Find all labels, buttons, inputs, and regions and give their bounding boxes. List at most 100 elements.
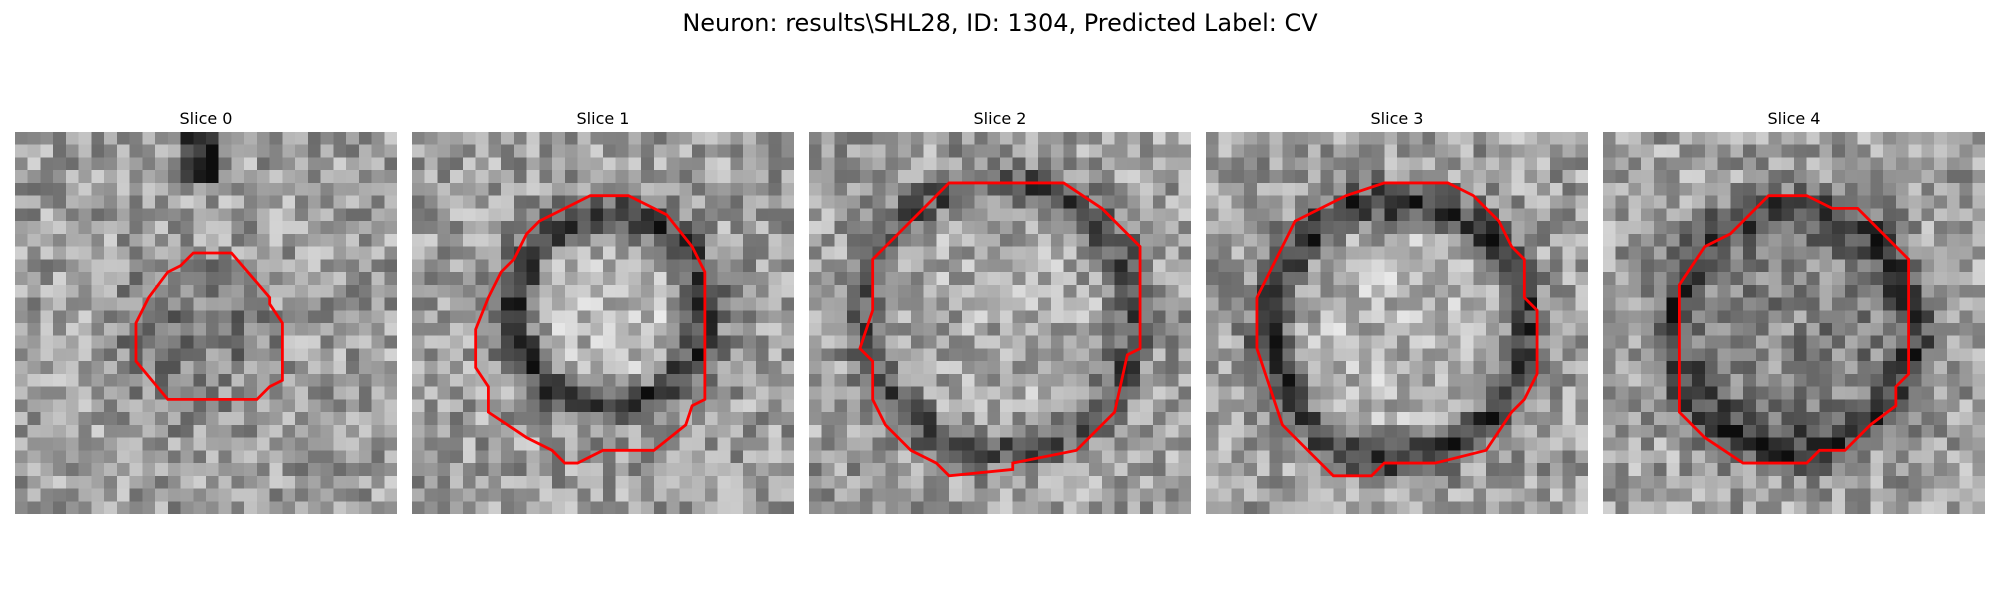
image-pixel [1549, 182, 1563, 196]
image-pixel [1114, 195, 1128, 209]
image-pixel [936, 132, 950, 145]
image-pixel [1562, 361, 1576, 375]
image-pixel [755, 221, 769, 235]
image-pixel [15, 488, 28, 502]
image-pixel [1127, 246, 1141, 260]
image-pixel [666, 488, 680, 502]
image-pixel [244, 310, 258, 324]
image-pixel [1063, 132, 1077, 145]
image-pixel [1959, 348, 1973, 362]
image-pixel [1908, 233, 1922, 247]
image-pixel [1819, 501, 1833, 514]
image-pixel [475, 437, 489, 451]
image-pixel [167, 170, 181, 184]
image-pixel [1653, 284, 1667, 298]
image-pixel [653, 221, 667, 235]
image-pixel [1409, 170, 1423, 184]
image-pixel [1101, 272, 1115, 286]
image-pixel [1409, 323, 1423, 336]
image-pixel [1435, 195, 1449, 209]
image-pixel [1409, 157, 1423, 171]
image-pixel [1127, 208, 1141, 222]
image-pixel [256, 144, 270, 158]
image-pixel [78, 310, 92, 324]
image-pixel [475, 195, 489, 209]
image-pixel [1679, 182, 1693, 196]
image-pixel [1114, 284, 1128, 298]
image-pixel [1628, 475, 1642, 489]
image-pixel [1000, 488, 1013, 502]
image-pixel [1152, 272, 1166, 286]
image-pixel [1076, 246, 1090, 260]
image-pixel [256, 182, 270, 196]
segmentation-contour [1255, 181, 1539, 478]
image-pixel [1794, 335, 1807, 349]
image-pixel [1000, 348, 1013, 362]
image-pixel [371, 335, 385, 349]
image-pixel [1307, 272, 1321, 286]
image-pixel [15, 170, 28, 184]
image-pixel [1524, 361, 1538, 375]
image-pixel [384, 463, 397, 477]
image-pixel [834, 221, 848, 235]
image-pixel [1959, 475, 1973, 489]
image-pixel [628, 208, 642, 222]
image-pixel [1717, 399, 1731, 413]
image-pixel [1806, 399, 1820, 413]
image-pixel [1127, 182, 1141, 196]
image-pixel [295, 233, 309, 247]
image-pixel [320, 132, 334, 145]
image-pixel [834, 246, 848, 260]
image-pixel [1346, 386, 1360, 400]
image-pixel [526, 373, 540, 387]
image-pixel [539, 221, 553, 235]
image-pixel [564, 450, 578, 464]
image-pixel [412, 424, 425, 438]
image-pixel [1358, 221, 1372, 235]
image-pixel [91, 488, 105, 502]
image-pixel [1511, 488, 1525, 502]
image-pixel [1537, 335, 1551, 349]
image-pixel [1666, 157, 1680, 171]
image-pixel [307, 386, 321, 400]
image-pixel [1269, 463, 1283, 477]
image-pixel [78, 132, 92, 145]
image-pixel [1641, 463, 1655, 477]
image-pixel [65, 348, 79, 362]
image-pixel [371, 272, 385, 286]
image-pixel [961, 182, 975, 196]
image-pixel [526, 488, 540, 502]
image-pixel [1628, 157, 1642, 171]
image-pixel [1307, 437, 1321, 451]
image-pixel [40, 259, 54, 273]
image-pixel [961, 323, 975, 336]
image-pixel [552, 170, 566, 184]
image-pixel [1972, 144, 1985, 158]
image-pixel [1397, 310, 1410, 324]
image-pixel [1165, 424, 1179, 438]
image-pixel [1447, 373, 1461, 387]
image-pixel [256, 399, 270, 413]
image-pixel [142, 437, 156, 451]
image-pixel [1333, 488, 1347, 502]
image-pixel [437, 246, 451, 260]
image-pixel [910, 501, 924, 514]
image-pixel [129, 424, 143, 438]
image-pixel [1422, 386, 1436, 400]
image-pixel [1755, 348, 1769, 362]
image-pixel [424, 132, 438, 145]
image-pixel [384, 399, 397, 413]
image-pixel [910, 475, 924, 489]
image-pixel [552, 246, 566, 260]
image-pixel [1768, 335, 1782, 349]
image-pixel [743, 221, 757, 235]
image-pixel [603, 297, 616, 311]
image-pixel [384, 424, 397, 438]
image-pixel [1012, 373, 1026, 387]
image-pixel [1549, 297, 1563, 311]
image-pixel [1486, 501, 1500, 514]
image-pixel [730, 297, 744, 311]
image-pixel [1511, 475, 1525, 489]
image-pixel [167, 424, 181, 438]
image-pixel [1870, 170, 1884, 184]
